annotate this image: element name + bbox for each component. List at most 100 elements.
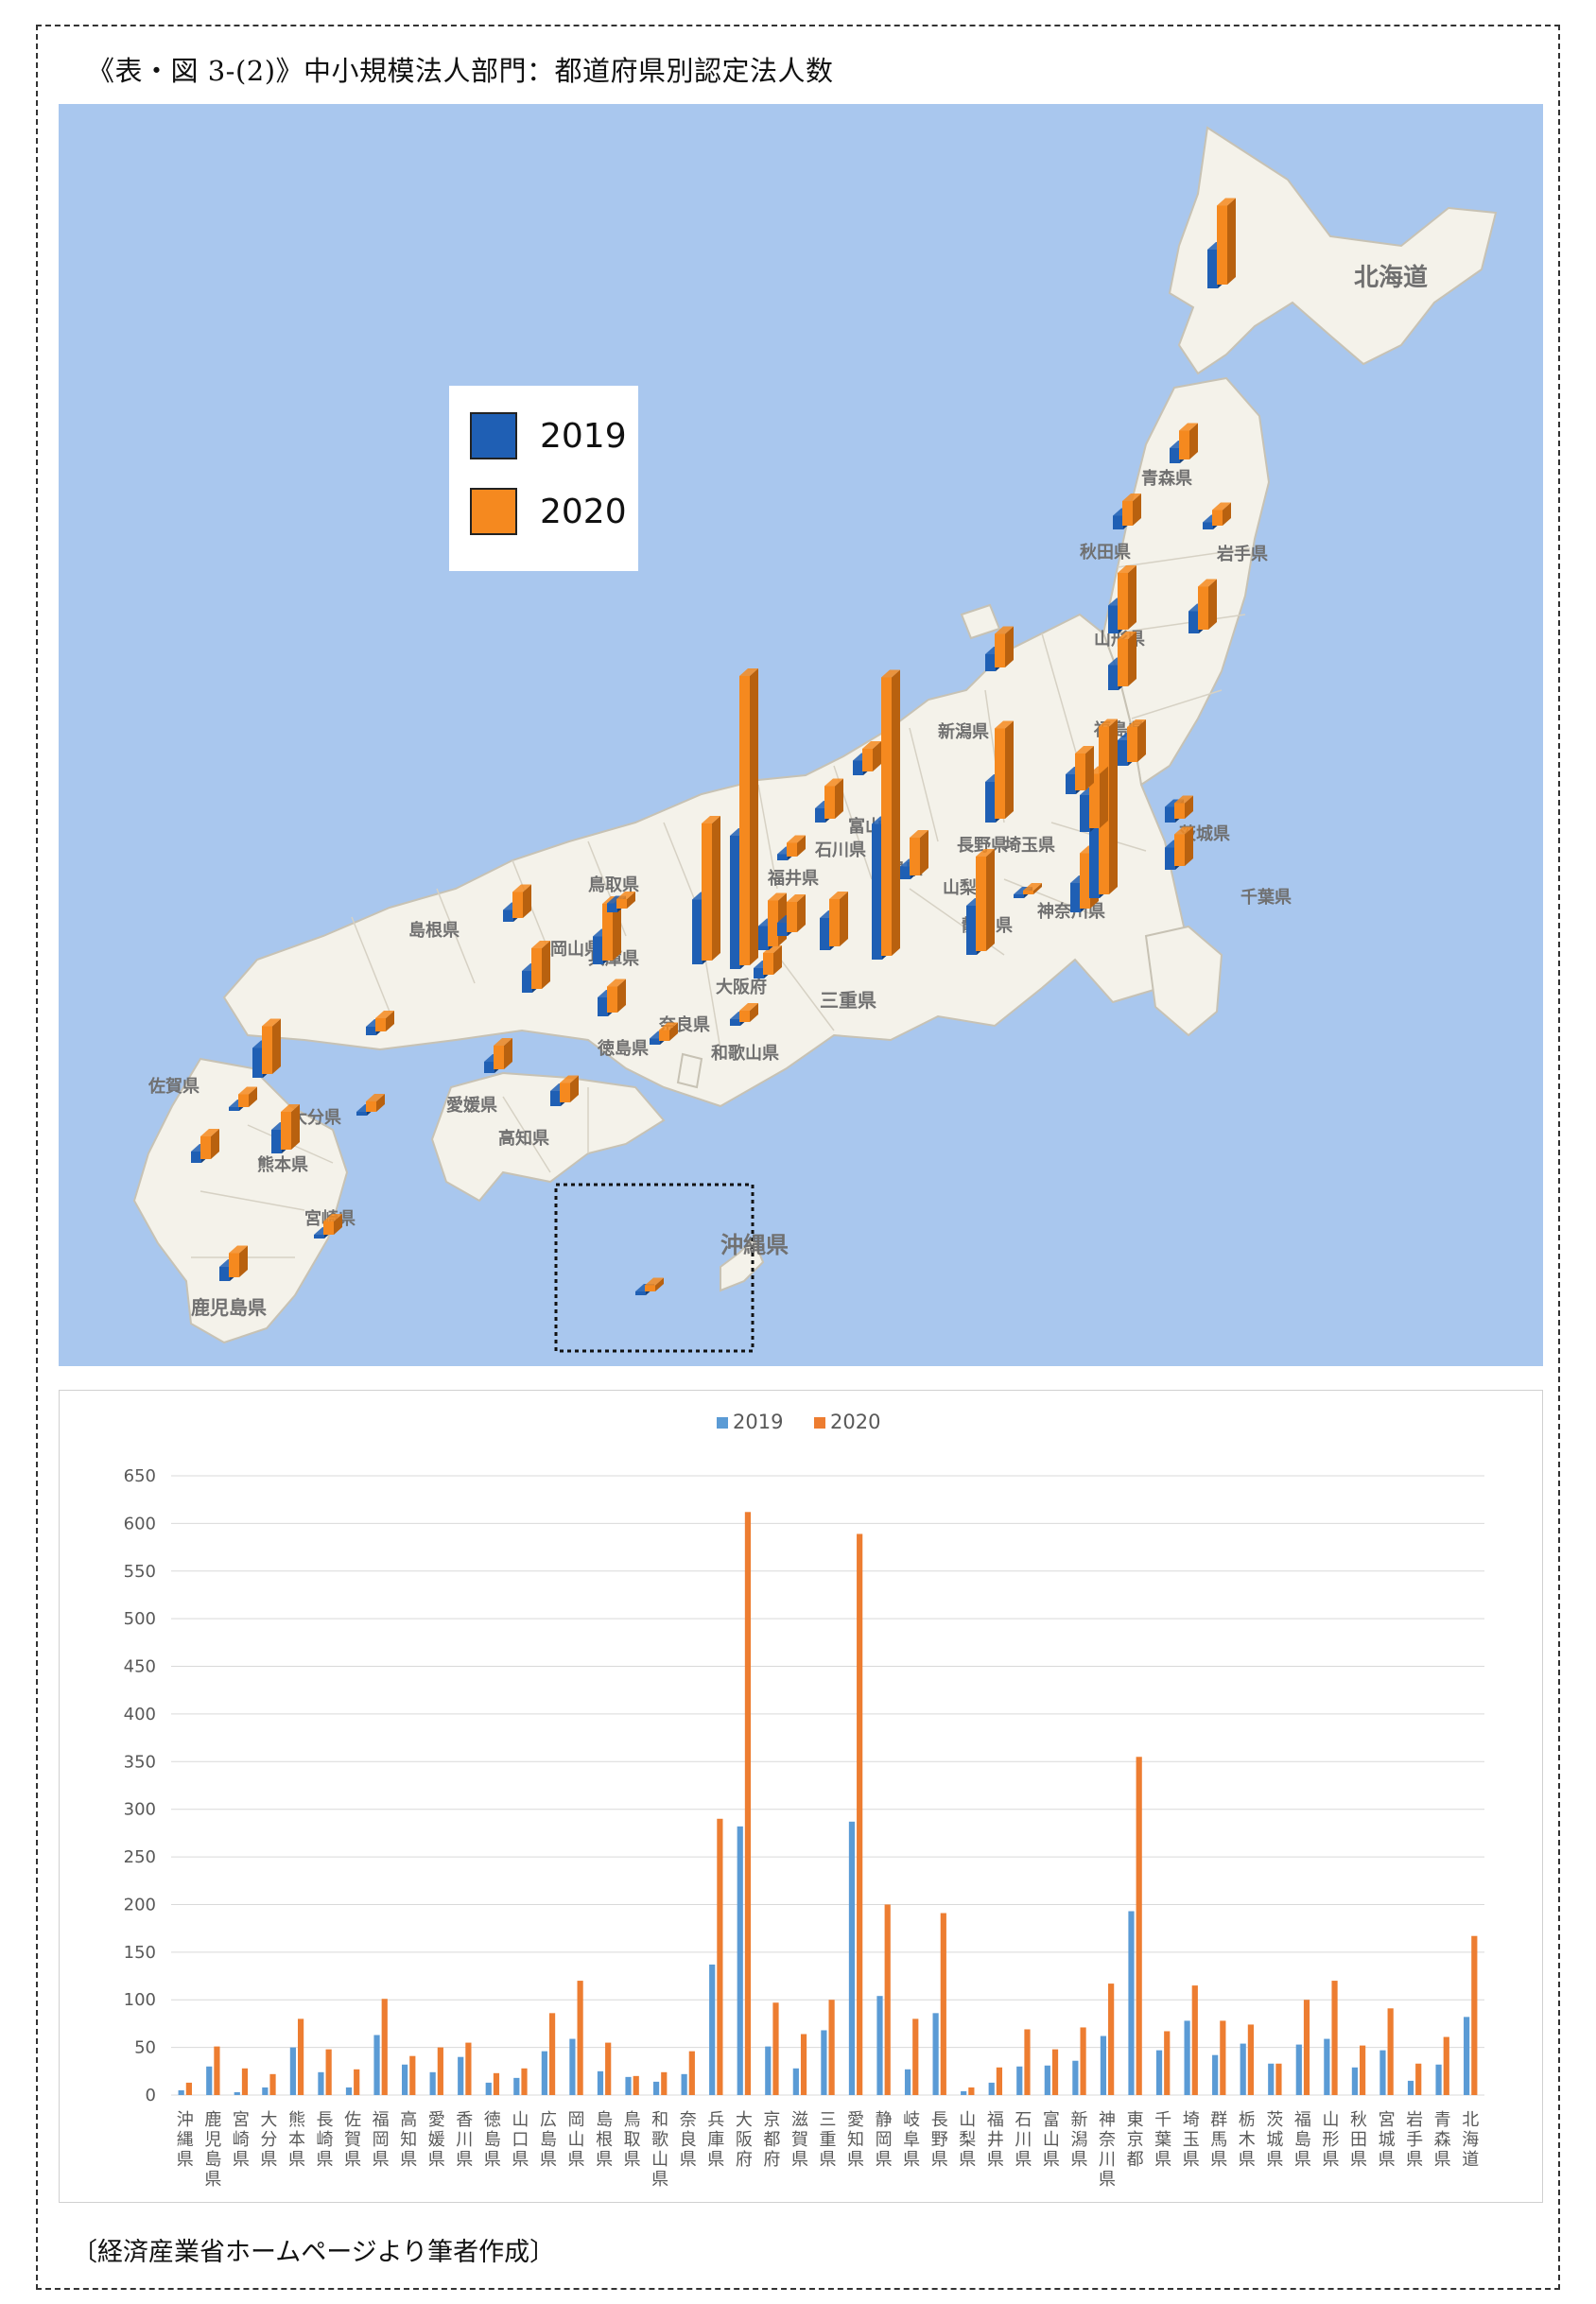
map-bar-2020-山梨県 (1023, 883, 1042, 894)
y-tick-label: 350 (124, 1752, 156, 1772)
bar-2020-徳島県 (493, 2072, 500, 2095)
y-tick-label: 200 (124, 1895, 156, 1914)
x-tick-label: 愛知県 (847, 2110, 864, 2170)
bar-2020-和歌山県 (661, 2071, 668, 2095)
x-tick-label: 千葉県 (1154, 2110, 1171, 2170)
map-bar-2020-新潟県 (995, 626, 1014, 667)
map-bar-2020-奈良県 (763, 945, 782, 975)
x-tick-label: 大阪府 (736, 2110, 753, 2170)
bar-2019-鹿児島県 (206, 2066, 213, 2095)
map-bar-2020-三重県 (829, 892, 848, 946)
bar-2020-広島県 (548, 2013, 556, 2095)
map-bar-2020-北海道 (1217, 198, 1236, 285)
x-tick-label: 福島県 (1294, 2110, 1311, 2170)
chart-legend-label-2020: 2020 (830, 1411, 880, 1433)
bar-2020-兵庫県 (717, 1818, 723, 2095)
map-bar-2020-群馬県 (1075, 746, 1094, 790)
map-bar-2020-大阪府 (739, 668, 758, 965)
chart-gridlines (171, 1475, 1484, 2096)
bar-2020-北海道 (1471, 1935, 1478, 2095)
map-label: 島根県 (408, 920, 460, 941)
y-tick-label: 150 (124, 1943, 156, 1963)
bar-2019-岐阜県 (904, 2069, 911, 2095)
chart-bars (178, 1512, 1478, 2095)
legend-swatch-2020 (470, 488, 517, 535)
bar-2019-秋田県 (1351, 2067, 1359, 2095)
hokkaido-land (1168, 126, 1498, 375)
map-bar-2020-岩手県 (1212, 502, 1231, 526)
y-tick-label: 600 (124, 1514, 156, 1533)
bar-2019-大阪府 (737, 1826, 743, 2095)
x-tick-label: 静岡県 (876, 2110, 893, 2170)
bar-2019-石川県 (1016, 2066, 1023, 2095)
x-tick-label: 岐阜県 (903, 2110, 920, 2170)
bar-2020-宮崎県 (241, 2068, 249, 2095)
bar-2020-京都府 (772, 2002, 779, 2095)
bar-2020-三重県 (828, 2000, 835, 2095)
x-tick-label: 神奈川県 (1099, 2110, 1116, 2190)
map-bar-2020-宮城県 (1198, 579, 1217, 630)
bar-2019-埼玉県 (1184, 2020, 1190, 2095)
legend-swatch-2019 (470, 412, 517, 459)
bar-2019-神奈川県 (1100, 2035, 1107, 2095)
map-bar-2020-鳥取県 (616, 892, 635, 909)
figure-title: 《表・図 3-(2)》中小規模法人部門：都道府県別認定法人数 (87, 55, 834, 87)
map-bar-2020-茨城県 (1174, 795, 1193, 819)
x-axis-labels: 沖縄県鹿児島県宮崎県大分県熊本県長崎県佐賀県福岡県高知県愛媛県香川県徳島県山口県… (177, 2110, 1479, 2190)
bar-2019-島根県 (597, 2070, 604, 2095)
map-bar-2020-愛媛県 (494, 1038, 512, 1069)
map-label: 鹿児島県 (191, 1296, 267, 1319)
bar-2019-福岡県 (373, 2035, 380, 2095)
y-tick-label: 100 (124, 1990, 156, 2010)
bar-2019-青森県 (1435, 2064, 1442, 2095)
y-axis-labels: 0 50 100 150 200 250 300 350 400 450 500 550 600 650 (124, 1466, 156, 2105)
map-label: 青森県 (1141, 468, 1192, 489)
map-bar-2020-愛知県 (881, 669, 900, 956)
map-bar-2020-長崎県 (200, 1129, 219, 1159)
bar-2020-滋賀県 (800, 2034, 807, 2095)
bar-2019-滋賀県 (792, 2068, 799, 2095)
x-tick-label: 徳島県 (484, 2110, 501, 2170)
map-bar-2020-福岡県 (262, 1018, 281, 1074)
x-tick-label: 鳥取県 (624, 2110, 641, 2170)
map-label: 愛媛県 (446, 1095, 497, 1116)
x-tick-label: 長崎県 (317, 2110, 334, 2170)
bar-2019-三重県 (821, 2030, 827, 2095)
bar-2019-山形県 (1324, 2038, 1330, 2095)
bar-2019-宮崎県 (234, 2091, 240, 2095)
x-tick-label: 北海道 (1462, 2110, 1479, 2170)
x-tick-label: 東京都 (1127, 2110, 1144, 2170)
map-label: 鳥取県 (588, 875, 639, 895)
awaji-land (676, 1052, 703, 1089)
x-tick-label: 長野県 (931, 2110, 948, 2170)
y-tick-label: 250 (124, 1847, 156, 1867)
x-tick-label: 島根県 (596, 2110, 613, 2170)
bar-2020-香川県 (465, 2042, 472, 2095)
bar-2019-愛媛県 (429, 2071, 436, 2095)
map-bar-2020-千葉県 (1174, 826, 1193, 866)
okinawa-inset-box (554, 1183, 755, 1353)
x-tick-label: 山口県 (512, 2110, 529, 2170)
map-canvas: 北海道沖縄県千葉県鹿児島県宮崎県愛媛県高知県島根県三重県兵庫県大阪府和歌山県長野… (132, 126, 1498, 1353)
bar-chart-canvas: 2019 2020 0 50 100 150 200 250 300 350 400 450 500… (124, 1411, 1484, 2190)
x-tick-label: 山形県 (1322, 2110, 1339, 2170)
bar-2020-奈良県 (688, 2051, 695, 2095)
chart-legend: 2019 2020 (717, 1411, 880, 1433)
bar-2020-岐阜県 (912, 2018, 919, 2095)
x-tick-label: 鹿児島県 (204, 2110, 221, 2190)
x-tick-label: 新潟県 (1070, 2110, 1087, 2170)
bar-2019-香川県 (458, 2056, 464, 2095)
bar-2019-静岡県 (876, 1996, 883, 2095)
map-label: 岡山県 (550, 940, 601, 960)
x-tick-label: 香川県 (456, 2110, 473, 2170)
map-label: 石川県 (814, 840, 866, 860)
bar-2019-鳥取県 (625, 2076, 632, 2095)
bar-2019-佐賀県 (345, 2087, 353, 2095)
x-tick-label: 岩手県 (1406, 2110, 1423, 2170)
bar-2019-熊本県 (289, 2047, 296, 2095)
bar-2020-大阪府 (744, 1512, 752, 2095)
bar-2019-奈良県 (681, 2073, 687, 2095)
bar-2020-静岡県 (884, 1904, 891, 2095)
x-tick-label: 兵庫県 (707, 2110, 724, 2170)
bar-2020-山口県 (521, 2068, 528, 2095)
